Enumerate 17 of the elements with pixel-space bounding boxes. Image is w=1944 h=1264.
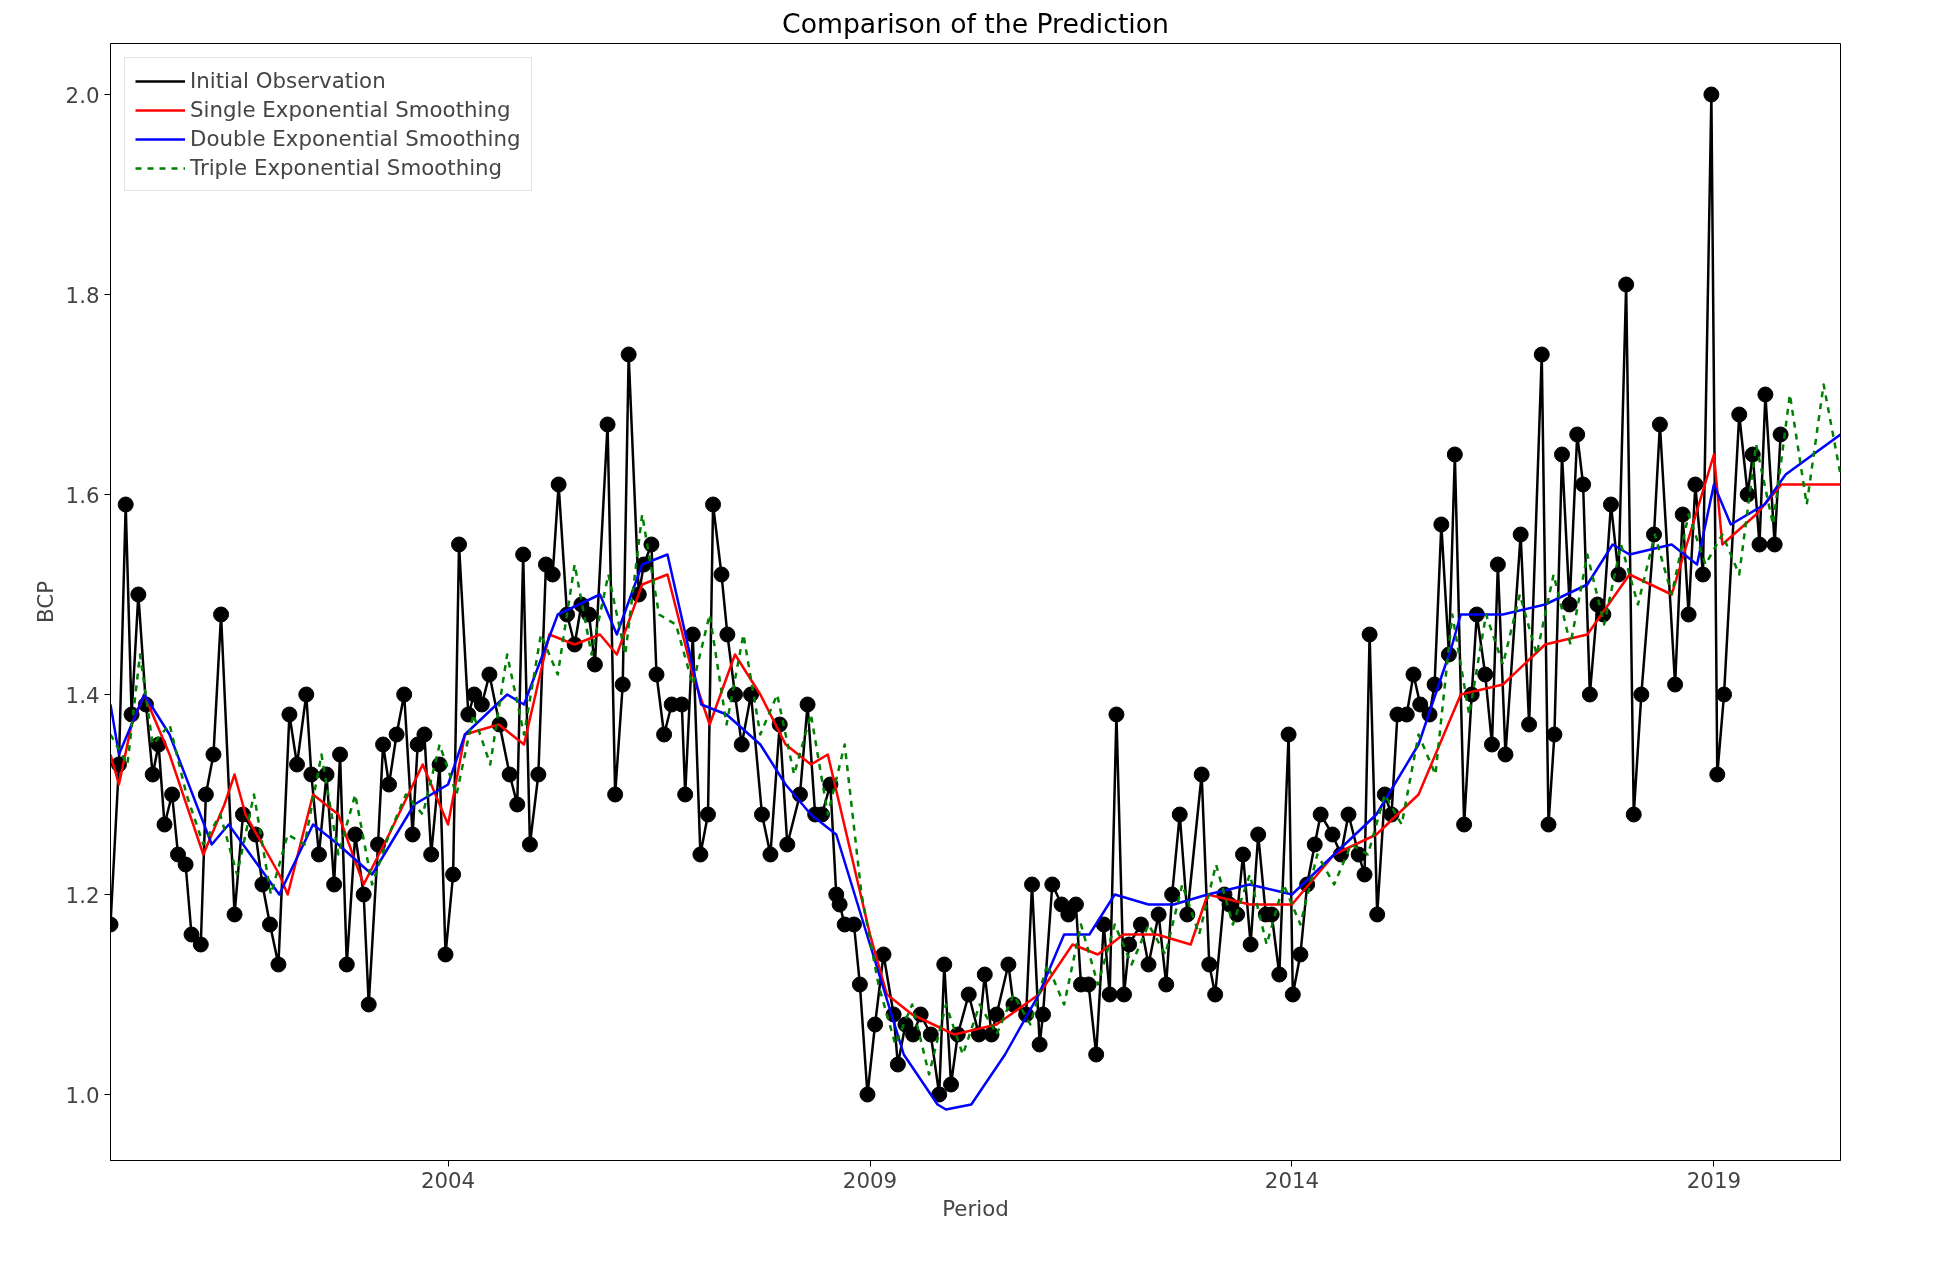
x-tick-label: 2014: [1264, 1167, 1320, 1193]
y-tick-label: 1.6: [65, 482, 100, 508]
y-tick-label: 1.0: [65, 1082, 100, 1108]
chart-title: Comparison of the Prediction: [782, 7, 1169, 39]
y-tick-label: 1.4: [65, 682, 100, 708]
legend-label: Double Exponential Smoothing: [190, 126, 521, 151]
x-axis-title: Period: [942, 1195, 1009, 1221]
legend-label: Triple Exponential Smoothing: [190, 155, 503, 180]
y-tick-label: 1.8: [65, 282, 100, 308]
y-axis-title: BCP: [32, 580, 58, 624]
legend-label: Single Exponential Smoothing: [190, 97, 511, 122]
y-tick-label: 1.2: [65, 882, 100, 908]
x-tick-label: 2004: [420, 1167, 476, 1193]
x-tick-label: 2019: [1686, 1167, 1742, 1193]
x-tick-label: 2009: [842, 1167, 898, 1193]
legend-label: Initial Observation: [190, 68, 386, 93]
y-tick-label: 2.0: [65, 82, 100, 108]
